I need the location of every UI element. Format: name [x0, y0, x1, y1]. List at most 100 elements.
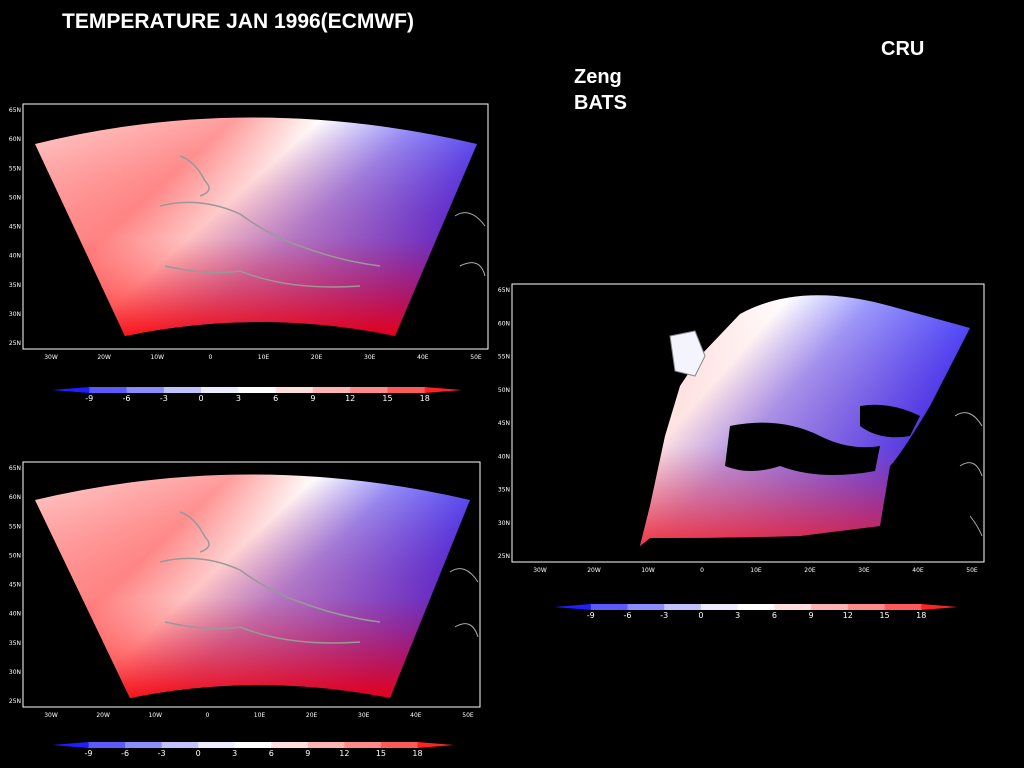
- british-isles: [669, 330, 706, 377]
- lat-axis-labels: 65N 60N 55N 50N 45N 40N 35N 30N 25N: [9, 465, 21, 705]
- colorbar-segment: [884, 604, 922, 610]
- lon-axis-labels: 30W 20W 10W 0 10E 20E 30E 40E 50E: [44, 712, 474, 719]
- land-warm-overlay: [640, 295, 970, 546]
- mediterranean-sea: [725, 422, 880, 475]
- lon-tick-label: 30E: [858, 567, 870, 574]
- colorbar-segment: [350, 387, 388, 393]
- colorbar-tick-label: 15: [879, 611, 889, 620]
- colorbar-tick-label: 6: [273, 394, 278, 403]
- colorbar-segment: [125, 742, 163, 748]
- colorbar-segment: [312, 387, 351, 393]
- lon-axis-labels: 30W 20W 10W 0 10E 20E 30E 40E 50E: [44, 354, 482, 361]
- colorbar-tick-label: 9: [809, 611, 814, 620]
- colorbar-tick-label: 0: [698, 611, 703, 620]
- colorbar-segment: [275, 387, 314, 393]
- coastline: [159, 511, 381, 644]
- colorbar-tick-label: -9: [85, 749, 93, 758]
- colorbar-tick-label: 12: [345, 394, 355, 403]
- lat-tick-label: 40N: [9, 611, 21, 618]
- lat-tick-label: 65N: [498, 287, 510, 294]
- cru-label: CRU: [881, 38, 925, 60]
- map-panel-top-left: 65N 60N 55N 50N 45N 40N 35N 30N 25N 30W 20W 10W 0 10…: [9, 103, 489, 403]
- colorbar-segment: [198, 742, 236, 748]
- map-panel-right: 65N 60N 55N 50N 45N 40N 35N 30N 25N 30W 20W 10W 0 10…: [498, 283, 985, 620]
- lat-axis-labels: 65N 60N 55N 50N 45N 40N 35N 30N 25N: [498, 287, 510, 560]
- lat-axis-labels: 65N 60N 55N 50N 45N 40N 35N 30N 25N: [9, 107, 21, 347]
- colorbar-segment: [271, 742, 309, 748]
- lat-tick-label: 45N: [9, 224, 21, 231]
- lat-tick-label: 60N: [498, 320, 510, 327]
- colorbar-tick-label: 18: [412, 749, 422, 758]
- colorbar-tick-label: -6: [123, 394, 131, 403]
- colorbar-segment: [161, 742, 199, 748]
- lon-tick-label: 30E: [364, 354, 376, 361]
- lat-tick-label: 60N: [9, 136, 21, 143]
- lon-tick-label: 40E: [912, 567, 924, 574]
- warm-overlay: [35, 474, 470, 698]
- colorbar-arrow-left: [554, 604, 591, 610]
- bats-label: BATS: [574, 92, 627, 114]
- lon-tick-label: 10E: [750, 567, 762, 574]
- lon-tick-label: 30W: [533, 567, 547, 574]
- lat-tick-label: 35N: [498, 487, 510, 494]
- lon-tick-label: 20W: [97, 354, 111, 361]
- colorbar-tick-label: 18: [420, 394, 430, 403]
- lat-tick-label: 55N: [9, 165, 21, 172]
- colorbar-arrow-left: [52, 742, 89, 748]
- coastline-east: [449, 568, 479, 638]
- colorbar-segment: [847, 604, 886, 610]
- colorbar-tick-label: -6: [623, 611, 631, 620]
- lon-tick-label: 50E: [470, 354, 482, 361]
- lat-tick-label: 50N: [498, 387, 510, 394]
- colorbar-tick-label: 3: [735, 611, 740, 620]
- colorbar-tick-label: 9: [310, 394, 315, 403]
- colorbar-tick-label: 6: [772, 611, 777, 620]
- colorbar-segment: [590, 604, 628, 610]
- colorbar-segment: [344, 742, 382, 748]
- lat-tick-label: 25N: [9, 698, 21, 705]
- colorbar-tick-label: -3: [660, 611, 668, 620]
- colorbar-arrow-right: [424, 387, 462, 393]
- colorbar-arrow-left: [52, 387, 90, 393]
- zeng-label: Zeng: [574, 66, 622, 88]
- colorbar-segment: [737, 604, 775, 610]
- lon-tick-label: 50E: [462, 712, 474, 719]
- lat-tick-label: 55N: [9, 523, 21, 530]
- colorbar-tick-label: 15: [376, 749, 386, 758]
- lon-tick-label: 10E: [254, 712, 266, 719]
- lon-tick-label: 10W: [641, 567, 655, 574]
- lat-tick-label: 50N: [9, 552, 21, 559]
- map-panel-bottom-left: 65N 60N 55N 50N 45N 40N 35N 30N 25N 30W 20W 10W 0 10…: [9, 461, 481, 758]
- lon-tick-label: 10E: [258, 354, 270, 361]
- lat-tick-label: 35N: [9, 640, 21, 647]
- colorbar-segment: [201, 387, 239, 393]
- lon-tick-label: 0: [205, 712, 209, 719]
- lon-tick-label: 30W: [44, 354, 58, 361]
- colorbar-tick-label: 0: [196, 749, 201, 758]
- warm-overlay: [35, 117, 477, 336]
- lat-tick-label: 65N: [9, 465, 21, 472]
- colorbar-tick-label: 12: [843, 611, 853, 620]
- lon-tick-label: 20W: [587, 567, 601, 574]
- lat-tick-label: 50N: [9, 194, 21, 201]
- lat-tick-label: 40N: [9, 253, 21, 260]
- lat-tick-label: 30N: [9, 669, 21, 676]
- colorbar-tick-label: 18: [916, 611, 926, 620]
- colorbar-segment: [238, 387, 277, 393]
- colorbar-segment: [89, 387, 128, 393]
- colorbar-tick-label: 6: [269, 749, 274, 758]
- colorbar-tick-label: -6: [121, 749, 129, 758]
- colorbar-tick-label: 9: [305, 749, 310, 758]
- colorbar: -9 -6 -3 0 3 6 9 12 15 18: [554, 604, 958, 620]
- lat-tick-label: 30N: [9, 311, 21, 318]
- lat-tick-label: 40N: [498, 453, 510, 460]
- coastline: [159, 155, 381, 288]
- colorbar-segment: [88, 742, 126, 748]
- colorbar-segment: [774, 604, 812, 610]
- lon-tick-label: 50E: [966, 567, 978, 574]
- lon-tick-label: 20E: [804, 567, 816, 574]
- colorbar-tick-label: 3: [236, 394, 241, 403]
- colorbar-arrow-right: [417, 742, 454, 748]
- colorbar-segment: [387, 387, 426, 393]
- lon-axis-labels: 30W 20W 10W 0 10E 20E 30E 40E 50E: [533, 567, 978, 574]
